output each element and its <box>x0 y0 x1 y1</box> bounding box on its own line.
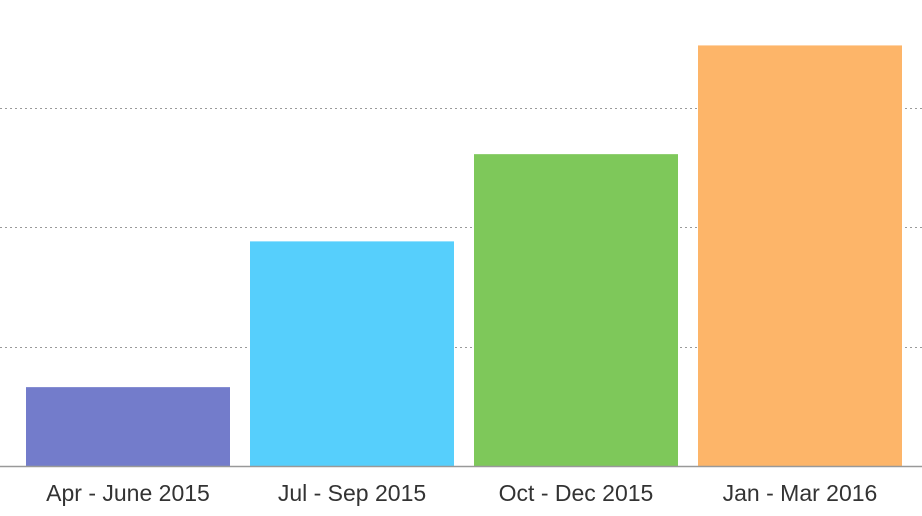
x-tick-labels: Apr - June 2015 Jul - Sep 2015 Oct - Dec 2… <box>46 480 877 506</box>
x-tick-label-2: Jul - Sep 2015 <box>278 480 426 506</box>
x-tick-label-4: Jan - Mar 2016 <box>723 480 878 506</box>
x-tick-label-1: Apr - June 2015 <box>46 480 210 506</box>
bar-4 <box>698 45 902 467</box>
bar-3 <box>474 154 678 467</box>
gridlines <box>0 108 922 348</box>
x-tick-label-3: Oct - Dec 2015 <box>499 480 654 506</box>
bar-2 <box>250 241 454 466</box>
bar-1 <box>26 387 230 466</box>
bars <box>26 45 902 467</box>
